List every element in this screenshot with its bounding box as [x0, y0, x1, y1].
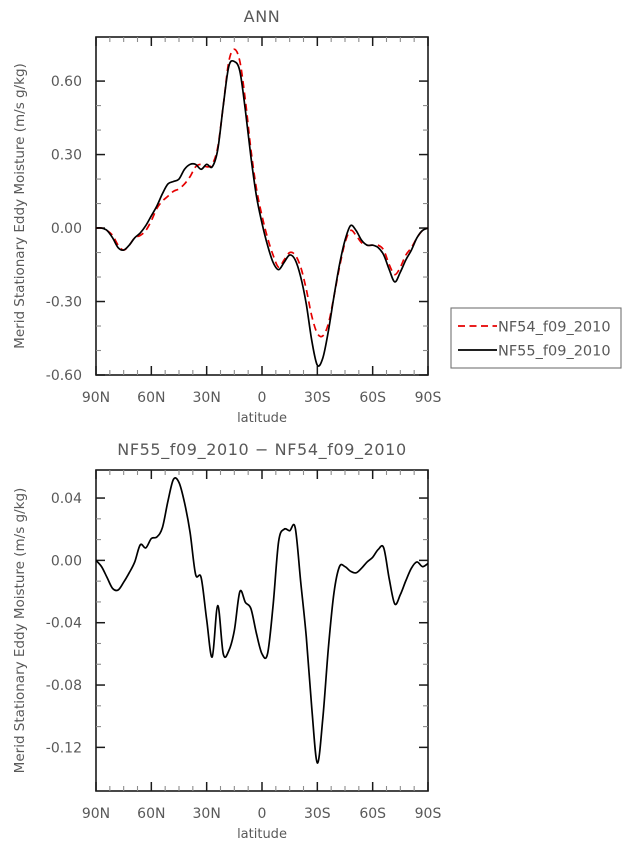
y-tick-label: -0.30	[46, 295, 82, 311]
legend-box	[450, 307, 622, 369]
y-tick-label: 0.30	[51, 148, 82, 164]
plot-frame-bottom	[95, 469, 429, 792]
y-tick-label: -0.12	[46, 740, 82, 756]
series-line-dashed	[96, 48, 428, 338]
x-axis-ticks-bottom: 90N 60N 30N 0 30S 60S 90S	[82, 470, 442, 822]
legend-label-NF54_f09_2010: NF54_f09_2010	[498, 320, 611, 336]
x-tick-label: 90N	[82, 390, 110, 406]
x-tick-label: 60N	[137, 390, 165, 406]
x-tick-label: 60S	[359, 390, 386, 406]
panel-title-top: ANN	[244, 7, 281, 26]
y-tick-label: 0.00	[51, 553, 82, 569]
y-axis-ticks-bottom: 0.04 0.00 -0.04 -0.08 -0.12	[46, 491, 428, 756]
y-tick-label: 0.00	[51, 221, 82, 237]
y-axis-label-top: Merid Stationary Eddy Moisture (m/s g/kg…	[12, 63, 28, 349]
series-line-solid	[96, 477, 428, 764]
y-tick-label: -0.60	[46, 368, 82, 384]
panel-title-bottom: NF55_f09_2010 − NF54_f09_2010	[117, 440, 406, 460]
y-tick-label: -0.08	[46, 678, 82, 694]
panel-top: 90N 60N 30N 0 30S 60S 90S 0.60 0.30 0.00 -0.30 -0.6…	[12, 7, 441, 426]
x-axis-label-bottom: latitude	[237, 827, 287, 842]
legend: NF54_f09_2010 NF55_f09_2010	[450, 307, 622, 369]
y-axis-label-bottom: Merid Stationary Eddy Moisture (m/s g/kg…	[12, 488, 28, 774]
legend-label-NF55_f09_2010: NF55_f09_2010	[498, 344, 611, 360]
x-tick-label: 90S	[415, 806, 442, 822]
x-tick-label: 60N	[137, 806, 165, 822]
x-tick-label: 30N	[193, 806, 221, 822]
x-tick-label: 60S	[359, 806, 386, 822]
x-tick-label: 30N	[193, 390, 221, 406]
series-line-solid	[96, 59, 428, 367]
x-tick-label: 0	[258, 806, 267, 822]
x-axis-label-top: latitude	[237, 411, 287, 426]
y-axis-ticks-top: 0.60 0.30 0.00 -0.30 -0.60	[46, 74, 428, 384]
x-tick-label: 30S	[304, 806, 331, 822]
panel-bottom: 90N 60N 30N 0 30S 60S 90S 0.04 0.00 -0.04 -0.08 -0.…	[12, 440, 441, 842]
y-tick-label: -0.04	[46, 616, 82, 632]
y-tick-label: 0.60	[51, 74, 82, 90]
x-axis-ticks-top: 90N 60N 30N 0 30S 60S 90S	[82, 37, 442, 406]
x-tick-label: 0	[258, 390, 267, 406]
y-tick-label: 0.04	[51, 491, 82, 507]
x-tick-label: 90S	[415, 390, 442, 406]
x-tick-label: 30S	[304, 390, 331, 406]
x-tick-label: 90N	[82, 806, 110, 822]
plot-frame-top	[95, 36, 429, 376]
